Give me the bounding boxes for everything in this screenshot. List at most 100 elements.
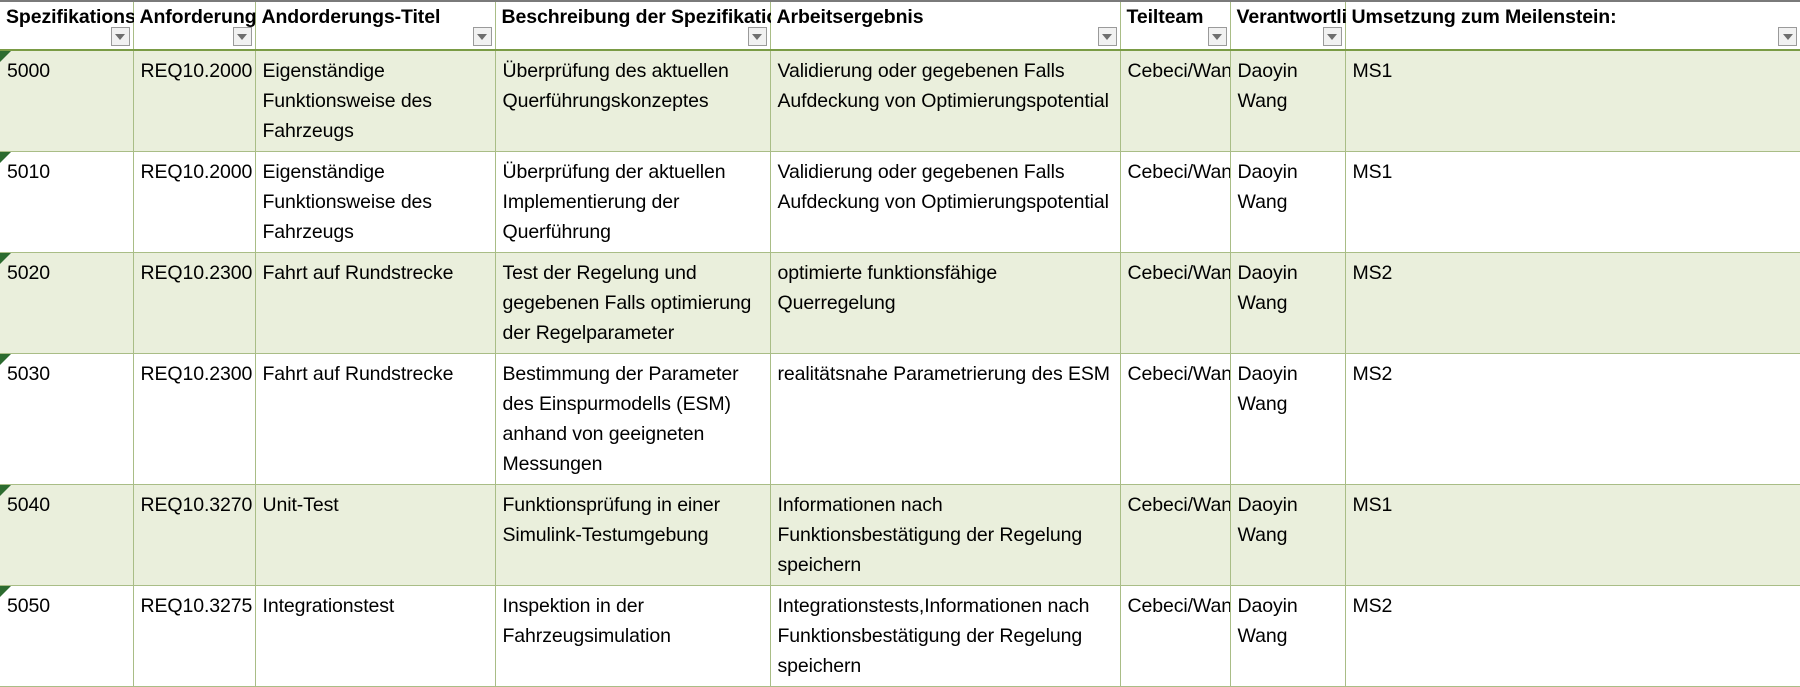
cell-text: Daoyin Wang: [1237, 363, 1298, 415]
chevron-down-icon: [752, 33, 762, 40]
cell-subteam[interactable]: Cebeci/Wang: [1120, 585, 1231, 687]
cell-text: MS2: [1352, 363, 1393, 385]
column-header-req_id: Anforderungs-ID: [133, 2, 294, 51]
column-header-title: Andorderungs-Titel: [255, 2, 496, 51]
chevron-down-icon: [115, 33, 125, 40]
cell-spec_id[interactable]: 5010: [0, 151, 134, 253]
cell-spec_id[interactable]: 5000: [0, 50, 134, 152]
table-row[interactable]: 5000 REQ10.2000 Eigenständige Funktionswei…: [0, 50, 1800, 152]
cell-text: Cebeci/Wang: [1127, 60, 1230, 82]
cell-description[interactable]: Überprüfung der aktuellen Implementierun…: [495, 151, 771, 253]
cell-text: Cebeci/Wang: [1127, 262, 1230, 284]
column-header-label: Verantwortlich: [1236, 6, 1370, 28]
cell-responsible[interactable]: Daoyin Wang: [1230, 484, 1346, 586]
cell-text: Validierung oder gegebenen Falls Aufdeck…: [777, 161, 1109, 213]
cell-description[interactable]: Funktionsprüfung in einer Simulink-Testu…: [495, 484, 771, 586]
filter-dropdown-icon[interactable]: [1322, 27, 1342, 46]
cell-result[interactable]: Validierung oder gegebenen Falls Aufdeck…: [770, 151, 1121, 253]
cell-text: Fahrt auf Rundstrecke: [262, 262, 454, 284]
cell-result[interactable]: Validierung oder gegebenen Falls Aufdeck…: [770, 50, 1121, 152]
cell-text: 5010: [7, 161, 50, 183]
table-row[interactable]: 5020 REQ10.2300 Fahrt auf Rundstrecke Test …: [0, 252, 1800, 354]
cell-result[interactable]: Informationen nach Funktionsbestätigung …: [770, 484, 1121, 586]
cell-spec_id[interactable]: 5040: [0, 484, 134, 586]
column-header-label: Anforderungs-ID: [139, 6, 294, 28]
cell-title[interactable]: Unit-Test: [255, 484, 496, 586]
cell-responsible[interactable]: Daoyin Wang: [1230, 252, 1346, 354]
cell-text: REQ10.2300: [140, 262, 253, 284]
cell-subteam[interactable]: Cebeci/Wang: [1120, 252, 1231, 354]
cell-text: Unit-Test: [262, 494, 339, 516]
cell-text: optimierte funktionsfähige Querregelung: [777, 262, 998, 314]
cell-title[interactable]: Fahrt auf Rundstrecke: [255, 252, 496, 354]
column-header-label: Andorderungs-Titel: [261, 6, 441, 28]
cell-milestone[interactable]: MS1: [1345, 50, 1800, 152]
error-indicator-icon: [0, 253, 11, 264]
column-header-label: Arbeitsergebnis: [776, 6, 924, 28]
cell-req_id[interactable]: REQ10.2000: [133, 151, 256, 253]
cell-text: 5040: [7, 494, 50, 516]
cell-responsible[interactable]: Daoyin Wang: [1230, 50, 1346, 152]
cell-result[interactable]: optimierte funktionsfähige Querregelung: [770, 252, 1121, 354]
cell-result[interactable]: realitätsnahe Parametrierung des ESM: [770, 353, 1121, 485]
chevron-down-icon: [1782, 33, 1793, 40]
column-header-responsible: Verantwortlich: [1230, 2, 1370, 51]
table-row[interactable]: 5040 REQ10.3270 Unit-Test Funktionsprüfung …: [0, 484, 1800, 586]
filter-dropdown-icon[interactable]: [110, 27, 130, 46]
cell-text: Integrationstest: [262, 595, 395, 617]
cell-subteam[interactable]: Cebeci/Wang: [1120, 353, 1231, 485]
cell-spec_id[interactable]: 5050: [0, 585, 134, 687]
filter-dropdown-icon[interactable]: [472, 27, 492, 46]
cell-req_id[interactable]: REQ10.3270: [133, 484, 256, 586]
cell-subteam[interactable]: Cebeci/Wang: [1120, 151, 1231, 253]
cell-result[interactable]: Integrationstests,Informationen nach Fun…: [770, 585, 1121, 687]
cell-title[interactable]: Eigenständige Funktionsweise des Fahrzeu…: [255, 151, 496, 253]
cell-req_id[interactable]: REQ10.2000: [133, 50, 256, 152]
cell-req_id[interactable]: REQ10.2300: [133, 353, 256, 485]
column-header-description: Beschreibung der Spezifikation: [495, 2, 791, 51]
filter-dropdown-icon[interactable]: [1207, 27, 1227, 46]
cell-text: Cebeci/Wang: [1127, 161, 1230, 183]
cell-description[interactable]: Test der Regelung und gegebenen Falls op…: [495, 252, 771, 354]
table-row[interactable]: 5010 REQ10.2000 Eigenständige Funktionswei…: [0, 151, 1800, 253]
cell-responsible[interactable]: Daoyin Wang: [1230, 151, 1346, 253]
column-header-label: Beschreibung der Spezifikation: [501, 6, 791, 28]
cell-text: 5030: [7, 363, 50, 385]
cell-text: Informationen nach Funktionsbestätigung …: [777, 494, 1083, 576]
cell-milestone[interactable]: MS2: [1345, 252, 1800, 354]
cell-subteam[interactable]: Cebeci/Wang: [1120, 50, 1231, 152]
cell-req_id[interactable]: REQ10.2300: [133, 252, 256, 354]
cell-description[interactable]: Inspektion in der Fahrzeugsimulation: [495, 585, 771, 687]
cell-subteam[interactable]: Cebeci/Wang: [1120, 484, 1231, 586]
cell-responsible[interactable]: Daoyin Wang: [1230, 353, 1346, 485]
cell-title[interactable]: Eigenständige Funktionsweise des Fahrzeu…: [255, 50, 496, 152]
cell-req_id[interactable]: REQ10.3275: [133, 585, 256, 687]
cell-milestone[interactable]: MS1: [1345, 151, 1800, 253]
filter-dropdown-icon[interactable]: [1778, 27, 1797, 46]
cell-text: REQ10.2000: [140, 161, 253, 183]
chevron-down-icon: [1327, 33, 1337, 40]
table-row[interactable]: 5030 REQ10.2300 Fahrt auf Rundstrecke Besti…: [0, 353, 1800, 485]
cell-description[interactable]: Bestimmung der Parameter des Einspurmode…: [495, 353, 771, 485]
column-header-subteam: Teilteam: [1120, 2, 1231, 51]
cell-spec_id[interactable]: 5030: [0, 353, 134, 485]
cell-title[interactable]: Fahrt auf Rundstrecke: [255, 353, 496, 485]
cell-title[interactable]: Integrationstest: [255, 585, 496, 687]
cell-spec_id[interactable]: 5020: [0, 252, 134, 354]
cell-text: 5050: [7, 595, 50, 617]
filter-dropdown-icon[interactable]: [232, 27, 252, 46]
error-indicator-icon: [0, 152, 11, 163]
cell-milestone[interactable]: MS2: [1345, 585, 1800, 687]
filter-dropdown-icon[interactable]: [1097, 27, 1117, 46]
cell-text: Überprüfung der aktuellen Implementierun…: [502, 161, 726, 243]
table-row[interactable]: 5050 REQ10.3275 Integrationstest Inspektion…: [0, 585, 1800, 687]
cell-milestone[interactable]: MS1: [1345, 484, 1800, 586]
cell-description[interactable]: Überprüfung des aktuellen Querführungsko…: [495, 50, 771, 152]
column-header-milestone: Umsetzung zum Meilenstein:: [1345, 2, 1800, 51]
cell-text: MS2: [1352, 262, 1393, 284]
cell-milestone[interactable]: MS2: [1345, 353, 1800, 485]
cell-responsible[interactable]: Daoyin Wang: [1230, 585, 1346, 687]
filter-dropdown-icon[interactable]: [747, 27, 767, 46]
